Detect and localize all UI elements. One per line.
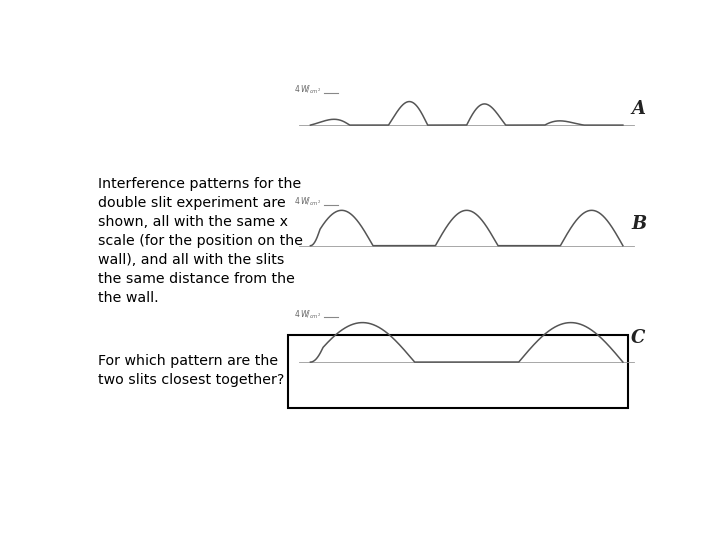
Text: C: C bbox=[631, 329, 646, 347]
Text: For which pattern are the
two slits closest together?: For which pattern are the two slits clos… bbox=[99, 354, 284, 387]
Text: $4\,W\!/_{cm^2}$: $4\,W\!/_{cm^2}$ bbox=[294, 84, 321, 96]
Bar bbox=[288, 335, 629, 408]
Text: A: A bbox=[631, 100, 645, 118]
Text: Interference patterns for the
double slit experiment are
shown, all with the sam: Interference patterns for the double sli… bbox=[99, 177, 303, 305]
Text: $4\,W\!/_{cm^2}$: $4\,W\!/_{cm^2}$ bbox=[294, 308, 321, 321]
Text: $4\,W\!/_{cm^2}$: $4\,W\!/_{cm^2}$ bbox=[294, 196, 321, 208]
Text: B: B bbox=[631, 215, 647, 233]
